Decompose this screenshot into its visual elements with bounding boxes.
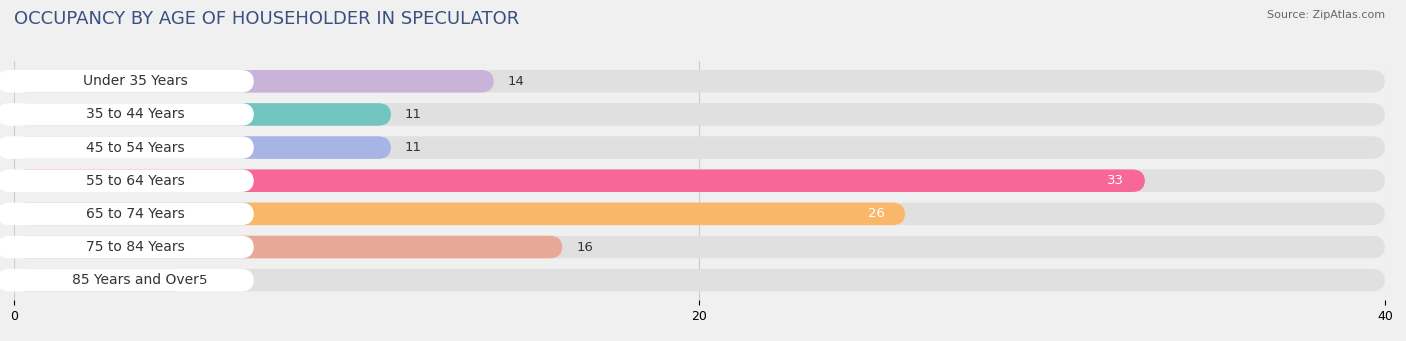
- Text: 35 to 44 Years: 35 to 44 Years: [86, 107, 186, 121]
- Text: 16: 16: [576, 240, 593, 254]
- FancyBboxPatch shape: [0, 269, 254, 292]
- Text: 11: 11: [405, 141, 422, 154]
- FancyBboxPatch shape: [0, 169, 254, 192]
- Text: Source: ZipAtlas.com: Source: ZipAtlas.com: [1267, 10, 1385, 20]
- Text: 33: 33: [1108, 174, 1125, 187]
- FancyBboxPatch shape: [0, 203, 254, 225]
- FancyBboxPatch shape: [14, 269, 1385, 292]
- FancyBboxPatch shape: [14, 236, 562, 258]
- Text: 75 to 84 Years: 75 to 84 Years: [86, 240, 186, 254]
- Text: 11: 11: [405, 108, 422, 121]
- Text: OCCUPANCY BY AGE OF HOUSEHOLDER IN SPECULATOR: OCCUPANCY BY AGE OF HOUSEHOLDER IN SPECU…: [14, 10, 519, 28]
- FancyBboxPatch shape: [14, 169, 1385, 192]
- FancyBboxPatch shape: [14, 70, 494, 92]
- Text: 14: 14: [508, 75, 524, 88]
- FancyBboxPatch shape: [14, 203, 1385, 225]
- FancyBboxPatch shape: [14, 136, 391, 159]
- FancyBboxPatch shape: [0, 236, 254, 258]
- Text: 65 to 74 Years: 65 to 74 Years: [86, 207, 186, 221]
- FancyBboxPatch shape: [14, 103, 391, 126]
- FancyBboxPatch shape: [14, 136, 1385, 159]
- FancyBboxPatch shape: [14, 236, 1385, 258]
- FancyBboxPatch shape: [14, 70, 1385, 92]
- FancyBboxPatch shape: [0, 136, 254, 159]
- FancyBboxPatch shape: [14, 103, 1385, 126]
- FancyBboxPatch shape: [0, 70, 254, 92]
- FancyBboxPatch shape: [14, 169, 1144, 192]
- Text: 45 to 54 Years: 45 to 54 Years: [86, 140, 186, 154]
- Text: 85 Years and Over: 85 Years and Over: [72, 273, 200, 287]
- Text: 55 to 64 Years: 55 to 64 Years: [86, 174, 186, 188]
- Text: 26: 26: [868, 207, 884, 220]
- FancyBboxPatch shape: [14, 269, 186, 292]
- FancyBboxPatch shape: [14, 203, 905, 225]
- Text: 5: 5: [200, 274, 208, 287]
- FancyBboxPatch shape: [0, 103, 254, 126]
- Text: Under 35 Years: Under 35 Years: [83, 74, 188, 88]
